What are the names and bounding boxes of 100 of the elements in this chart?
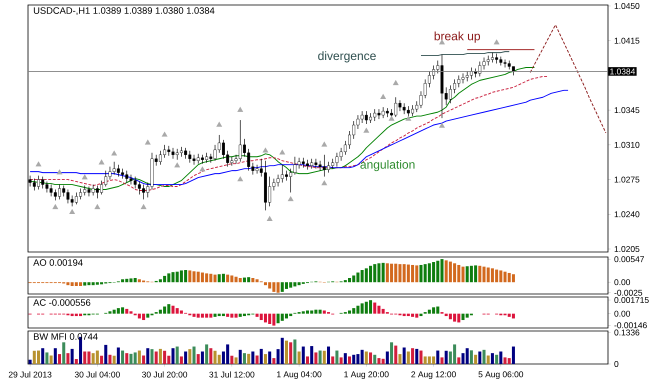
bar bbox=[150, 349, 154, 364]
bar bbox=[390, 264, 394, 282]
bar bbox=[306, 310, 310, 314]
bar bbox=[79, 314, 82, 316]
annotation: divergence bbox=[318, 51, 376, 62]
bar bbox=[432, 262, 436, 282]
bar bbox=[116, 347, 120, 364]
bar bbox=[486, 356, 490, 364]
candlestick bbox=[32, 178, 36, 191]
bar bbox=[457, 357, 460, 364]
bar bbox=[188, 349, 192, 364]
bar bbox=[482, 266, 486, 282]
bar bbox=[428, 310, 431, 314]
bar bbox=[280, 314, 284, 321]
bar bbox=[230, 356, 234, 364]
bar bbox=[352, 275, 356, 282]
bar bbox=[163, 276, 166, 282]
bar bbox=[474, 354, 478, 364]
bar bbox=[50, 356, 53, 364]
bar bbox=[176, 308, 179, 314]
candlestick bbox=[222, 140, 225, 160]
bar bbox=[461, 314, 465, 320]
bar bbox=[318, 350, 322, 364]
candlestick bbox=[142, 184, 146, 200]
bar bbox=[318, 310, 322, 314]
bar bbox=[79, 282, 82, 286]
bar bbox=[369, 352, 372, 364]
bar bbox=[382, 308, 385, 314]
bar bbox=[218, 354, 221, 364]
y-tick-label: 1.0205 bbox=[614, 246, 640, 252]
bar bbox=[272, 314, 276, 326]
bar bbox=[214, 350, 217, 364]
bar bbox=[415, 314, 418, 318]
bar bbox=[326, 346, 330, 364]
bar bbox=[386, 351, 389, 364]
candlestick bbox=[310, 158, 314, 169]
bar bbox=[74, 314, 78, 316]
point bbox=[288, 196, 294, 202]
bar bbox=[138, 314, 141, 318]
bar bbox=[121, 350, 124, 364]
bar bbox=[504, 272, 507, 282]
candlestick bbox=[167, 146, 170, 156]
bar bbox=[322, 310, 326, 314]
candlestick bbox=[495, 53, 498, 64]
bar bbox=[457, 264, 460, 282]
bar bbox=[512, 274, 515, 282]
candlestick bbox=[340, 147, 343, 162]
bar bbox=[440, 357, 444, 364]
bar bbox=[356, 272, 360, 282]
bar bbox=[230, 275, 234, 282]
bar bbox=[184, 270, 188, 282]
bar bbox=[167, 273, 170, 282]
bar bbox=[369, 300, 372, 314]
bar bbox=[356, 354, 360, 364]
bar bbox=[373, 302, 376, 314]
bar bbox=[129, 354, 132, 364]
bar bbox=[424, 356, 427, 364]
point bbox=[266, 216, 272, 221]
bar bbox=[402, 314, 406, 316]
bar bbox=[167, 304, 170, 314]
candlestick bbox=[268, 176, 272, 207]
bar bbox=[129, 278, 132, 282]
bar bbox=[478, 266, 482, 282]
bar bbox=[176, 272, 179, 282]
bar bbox=[495, 354, 498, 364]
bar bbox=[268, 351, 272, 364]
bar bbox=[499, 351, 502, 364]
bar bbox=[112, 356, 116, 364]
bar bbox=[171, 348, 175, 364]
bar bbox=[45, 352, 48, 364]
bar bbox=[406, 314, 410, 316]
point bbox=[94, 204, 100, 210]
candlestick bbox=[448, 85, 452, 104]
bar bbox=[436, 260, 440, 282]
bar bbox=[242, 314, 246, 316]
bar bbox=[32, 350, 36, 364]
candlestick bbox=[280, 164, 284, 183]
y-tick-label: 1.0310 bbox=[614, 142, 640, 148]
candlestick bbox=[293, 156, 296, 175]
bar bbox=[209, 274, 212, 282]
bar bbox=[205, 273, 208, 282]
point bbox=[322, 180, 328, 186]
x-tick-label: 5 Aug 06:00 bbox=[478, 371, 524, 379]
bar bbox=[444, 314, 448, 316]
point bbox=[439, 122, 445, 128]
candlestick bbox=[411, 104, 414, 116]
bar bbox=[112, 310, 116, 314]
bar bbox=[104, 344, 108, 364]
bar bbox=[238, 278, 242, 282]
y-tick-label: 1.0240 bbox=[614, 211, 640, 218]
bar bbox=[54, 348, 57, 364]
candlestick bbox=[466, 71, 469, 82]
bar bbox=[154, 351, 158, 364]
bar bbox=[66, 282, 70, 286]
bar bbox=[256, 356, 259, 364]
bar bbox=[276, 282, 280, 293]
bar bbox=[402, 347, 406, 364]
bar bbox=[289, 282, 292, 288]
bar bbox=[158, 348, 162, 364]
bar bbox=[226, 274, 230, 282]
